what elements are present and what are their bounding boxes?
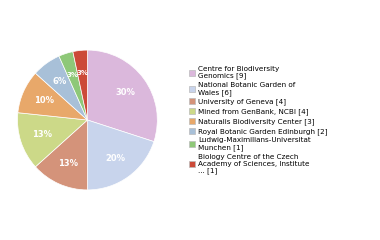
Text: 6%: 6% (52, 77, 66, 86)
Text: 3%: 3% (76, 70, 89, 76)
Wedge shape (59, 52, 87, 120)
Wedge shape (87, 50, 157, 142)
Text: 10%: 10% (34, 96, 54, 105)
Text: 3%: 3% (67, 72, 79, 78)
Wedge shape (35, 120, 87, 190)
Wedge shape (17, 113, 87, 167)
Wedge shape (18, 73, 87, 120)
Wedge shape (87, 120, 154, 190)
Wedge shape (73, 50, 87, 120)
Text: 13%: 13% (58, 159, 78, 168)
Text: 20%: 20% (105, 154, 125, 163)
Text: 30%: 30% (116, 88, 136, 96)
Wedge shape (35, 56, 87, 120)
Text: 13%: 13% (32, 130, 52, 139)
Legend: Centre for Biodiversity
Genomics [9], National Botanic Garden of
Wales [6], Univ: Centre for Biodiversity Genomics [9], Na… (187, 64, 329, 176)
